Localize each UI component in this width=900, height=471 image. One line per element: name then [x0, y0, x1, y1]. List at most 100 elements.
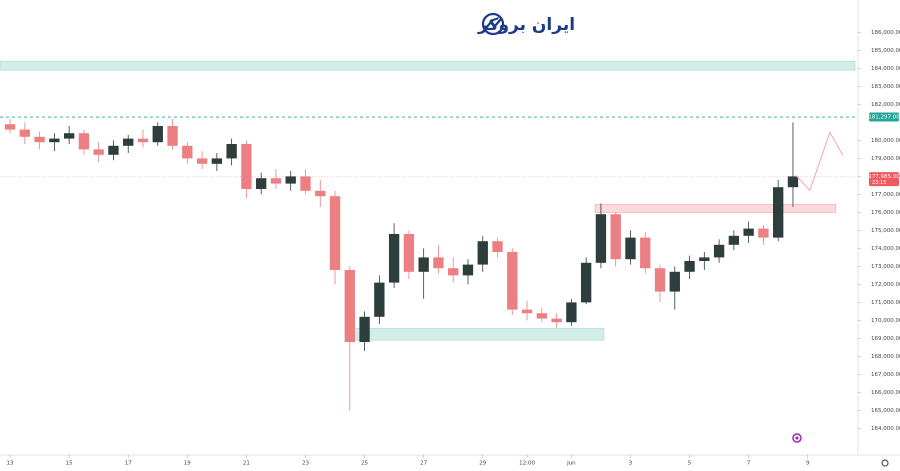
- candle-body: [669, 271, 680, 292]
- candle-body: [403, 234, 415, 272]
- plot: [0, 60, 856, 411]
- y-tick-label: 185,000.00: [871, 48, 900, 54]
- y-tick-label: 165,000.00: [871, 408, 900, 414]
- candle-body: [329, 196, 341, 270]
- projection-line: [795, 131, 844, 192]
- y-tick-label: 173,000.00: [871, 264, 900, 270]
- candle-body: [521, 309, 533, 314]
- candle-body: [787, 176, 799, 188]
- logo-icon: [481, 12, 505, 36]
- candle-body: [462, 264, 474, 276]
- event-icon[interactable]: [792, 433, 802, 443]
- candle-body: [433, 257, 444, 269]
- candle-body: [699, 257, 710, 261]
- candle-body: [773, 187, 784, 238]
- x-tick-label: 9: [806, 461, 810, 467]
- candle-body: [477, 241, 488, 265]
- y-tick-label: 184,000.00: [871, 66, 900, 72]
- x-tick-label: 27: [420, 461, 427, 467]
- candle-body: [713, 244, 725, 258]
- x-tick-label: 17: [125, 461, 132, 467]
- y-tick-label: 164,000.00: [871, 426, 900, 432]
- x-tick-label: 7: [747, 461, 751, 467]
- x-tick-label: 13: [7, 461, 14, 467]
- x-tick-label: 3: [629, 461, 633, 467]
- candle-body: [63, 133, 75, 139]
- candle-body: [315, 190, 326, 197]
- candle-body: [610, 214, 621, 260]
- x-tick-label: 19: [184, 461, 191, 467]
- event-icon-dot: [795, 436, 799, 440]
- candle-body: [507, 252, 518, 310]
- y-tick-label: 182,000.00: [871, 102, 900, 108]
- candle-body: [359, 316, 370, 342]
- y-tick-label: 170,000.00: [871, 318, 900, 324]
- candle-body: [211, 158, 223, 164]
- candle-body: [654, 268, 666, 292]
- y-tick-label: 167,000.00: [871, 372, 900, 378]
- candle-body: [374, 282, 385, 317]
- y-tick-label: 174,000.00: [871, 246, 900, 252]
- candle-body: [566, 302, 577, 323]
- zone: [349, 328, 605, 341]
- countdown-label: 23:15: [872, 180, 886, 186]
- candle-body: [536, 313, 548, 319]
- y-tick-label: 172,000.00: [871, 282, 900, 288]
- candle-body: [226, 144, 237, 159]
- candle-body: [19, 129, 30, 137]
- x-tick-label: 12:00: [519, 461, 535, 467]
- x-tick-label: 25: [361, 461, 368, 467]
- candle-body: [152, 126, 163, 143]
- candle-body: [684, 261, 695, 272]
- price-line-badge: [869, 112, 899, 122]
- x-tick-label: 29: [479, 461, 486, 467]
- candle-body: [4, 124, 16, 130]
- candle-body: [108, 145, 119, 155]
- y-tick-label: 177,000.00: [871, 192, 900, 198]
- candle-body: [167, 126, 178, 146]
- candle-body: [758, 228, 769, 238]
- y-tick-label: 176,000.00: [871, 210, 900, 216]
- candle-body: [241, 144, 252, 189]
- y-tick-label: 166,000.00: [871, 390, 900, 396]
- candle-body: [78, 133, 90, 150]
- logo-box: [375, 4, 523, 44]
- candle-body: [344, 270, 355, 342]
- x-tick-label: 15: [66, 461, 73, 467]
- candle-body: [728, 235, 740, 245]
- y-tick-label: 169,000.00: [871, 336, 900, 342]
- y-tick-label: 168,000.00: [871, 354, 900, 360]
- candle-body: [93, 149, 104, 155]
- candle-body: [448, 268, 459, 276]
- candle-body: [595, 214, 607, 263]
- candle-body: [743, 228, 754, 236]
- candle-body: [625, 237, 636, 260]
- candle-body: [182, 145, 193, 159]
- candle-body: [123, 138, 134, 146]
- candle-body: [49, 138, 60, 143]
- logo-text: ایران بروکر: [477, 15, 575, 35]
- x-tick-label: 5: [688, 461, 692, 467]
- price-line-label: 181,297.00: [868, 115, 900, 121]
- last-price-label: 177,985.00: [868, 174, 900, 180]
- x-tick-label: Jun: [566, 461, 576, 467]
- candle-body: [580, 262, 592, 303]
- zone: [594, 204, 837, 213]
- candle-body: [137, 138, 149, 143]
- candle-body: [196, 158, 208, 164]
- x-tick-label: 23: [302, 461, 309, 467]
- x-tick-label: 21: [243, 461, 250, 467]
- candle-body: [270, 178, 282, 184]
- y-tick-label: 186,000.00: [871, 30, 900, 36]
- candle-body: [34, 136, 45, 143]
- settings-icon[interactable]: [881, 459, 889, 467]
- candle-body: [285, 176, 296, 184]
- candle-body: [388, 234, 400, 283]
- candle-body: [300, 176, 311, 191]
- y-tick-label: 183,000.00: [871, 84, 900, 90]
- y-tick-label: 175,000.00: [871, 228, 900, 234]
- candle-body: [418, 257, 429, 272]
- y-tick-label: 179,000.00: [871, 156, 900, 162]
